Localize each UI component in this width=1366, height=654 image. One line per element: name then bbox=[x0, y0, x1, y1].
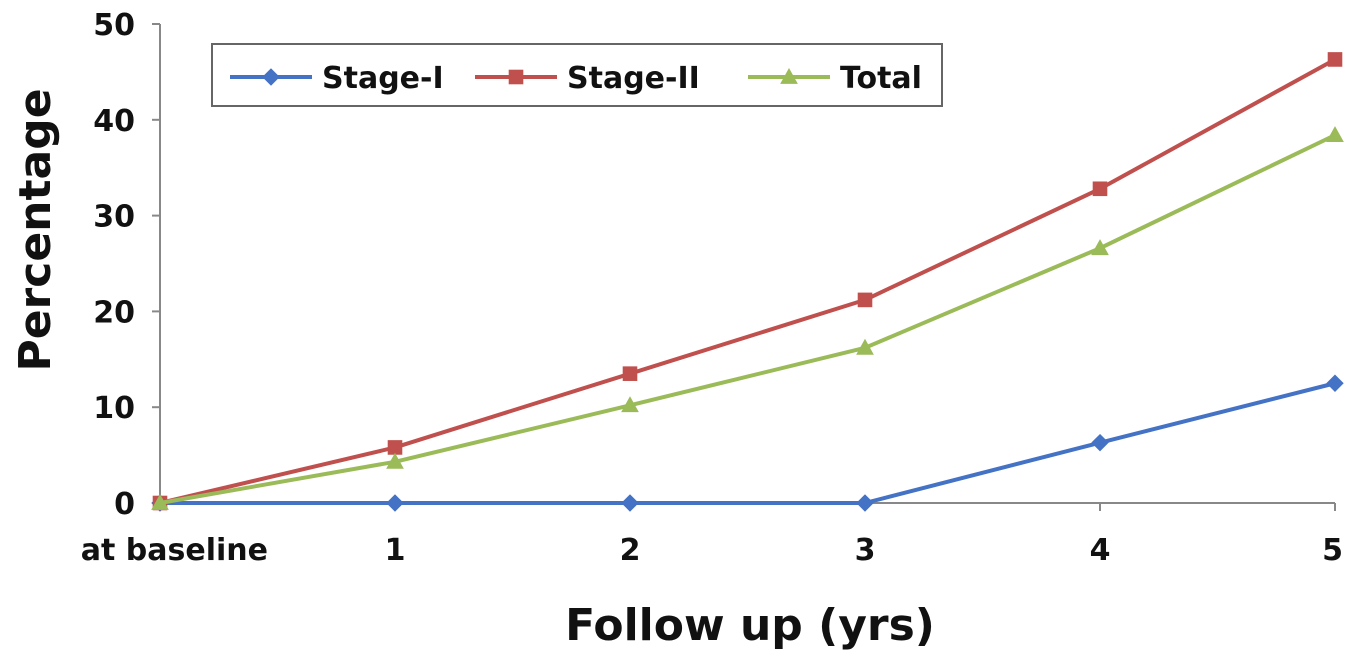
legend-item: Total bbox=[748, 61, 922, 96]
series-total bbox=[151, 126, 1344, 510]
legend-marker bbox=[508, 69, 524, 85]
data-point bbox=[386, 452, 404, 469]
data-point bbox=[622, 366, 638, 381]
data-point bbox=[1327, 52, 1343, 67]
x-tick-label: 3 bbox=[855, 533, 876, 568]
legend-label: Stage-I bbox=[322, 61, 444, 96]
legend-item: Stage-II bbox=[475, 61, 700, 96]
data-point bbox=[621, 396, 639, 413]
y-tick-label: 10 bbox=[93, 391, 135, 426]
data-point bbox=[1326, 126, 1344, 143]
y-tick-label: 20 bbox=[93, 295, 135, 330]
data-point bbox=[151, 493, 169, 510]
series-line bbox=[160, 381, 1336, 505]
legend-marker bbox=[780, 67, 798, 84]
series-line bbox=[159, 57, 1336, 505]
data-point bbox=[1091, 239, 1109, 256]
data-point bbox=[857, 292, 873, 308]
y-axis-title: Percentage bbox=[10, 88, 61, 371]
data-point bbox=[856, 494, 874, 512]
data-point bbox=[387, 440, 403, 455]
x-tick-label: 2 bbox=[620, 533, 641, 568]
data-point bbox=[1092, 181, 1108, 197]
series-line bbox=[159, 133, 1336, 505]
chart-series bbox=[151, 52, 1344, 512]
y-axis-ticks: 0 10 20 30 40 50 bbox=[93, 8, 160, 522]
series-stage-i bbox=[151, 374, 1344, 512]
x-tick-label: at baseline bbox=[81, 533, 268, 568]
data-point bbox=[856, 338, 874, 355]
x-tick-label: 5 bbox=[1322, 533, 1343, 568]
data-point bbox=[1326, 374, 1344, 392]
x-tick-label: 4 bbox=[1090, 533, 1111, 568]
legend-label: Stage-II bbox=[567, 61, 700, 96]
legend-item: Stage-I bbox=[230, 61, 444, 96]
data-point bbox=[1091, 433, 1109, 452]
chart-legend: Stage-I Stage-II Total bbox=[211, 43, 943, 107]
x-axis-ticks: at baseline 1 2 3 4 5 bbox=[81, 503, 1343, 568]
data-point bbox=[386, 494, 404, 512]
data-point bbox=[621, 494, 639, 512]
x-tick-label: 1 bbox=[385, 533, 406, 568]
y-tick-label: 30 bbox=[93, 200, 135, 235]
x-axis-title: Follow up (yrs) bbox=[565, 600, 935, 651]
series-stage-ii bbox=[152, 52, 1343, 511]
legend-label: Total bbox=[840, 61, 922, 96]
y-tick-label: 0 bbox=[114, 487, 135, 522]
y-tick-label: 40 bbox=[93, 104, 135, 139]
legend-marker bbox=[262, 68, 280, 86]
y-tick-label: 50 bbox=[93, 8, 135, 43]
